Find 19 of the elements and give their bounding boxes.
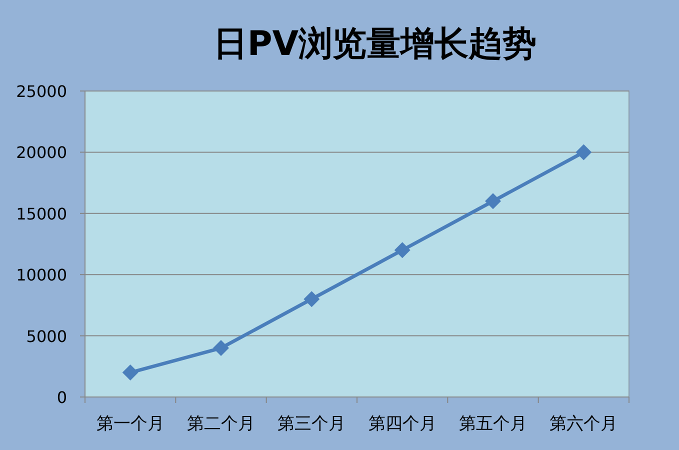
point: [485, 193, 501, 210]
y-tick-label: 15000: [16, 204, 67, 224]
y-tick-label: 20000: [16, 143, 67, 162]
point: [576, 144, 592, 160]
x-tick-label: 第一个月: [96, 414, 164, 434]
y-tick-label: 5000: [26, 326, 67, 346]
y-tick-label: 25000: [16, 82, 67, 101]
point: [213, 340, 229, 356]
x-tick-label: 第二个月: [187, 414, 255, 434]
x-tick-label: 第三个月: [278, 414, 346, 434]
x-tick-label: 第四个月: [368, 414, 436, 434]
x-tick-label: 第五个月: [459, 414, 527, 434]
y-tick-label: 0: [56, 388, 67, 407]
y-tick-label: 10000: [16, 266, 67, 285]
chart-title: 日PV浏览量增长趋势: [213, 24, 537, 64]
point: [394, 242, 410, 258]
point: [122, 364, 138, 381]
x-tick-label: 第六个月: [550, 414, 618, 434]
point: [304, 291, 320, 308]
